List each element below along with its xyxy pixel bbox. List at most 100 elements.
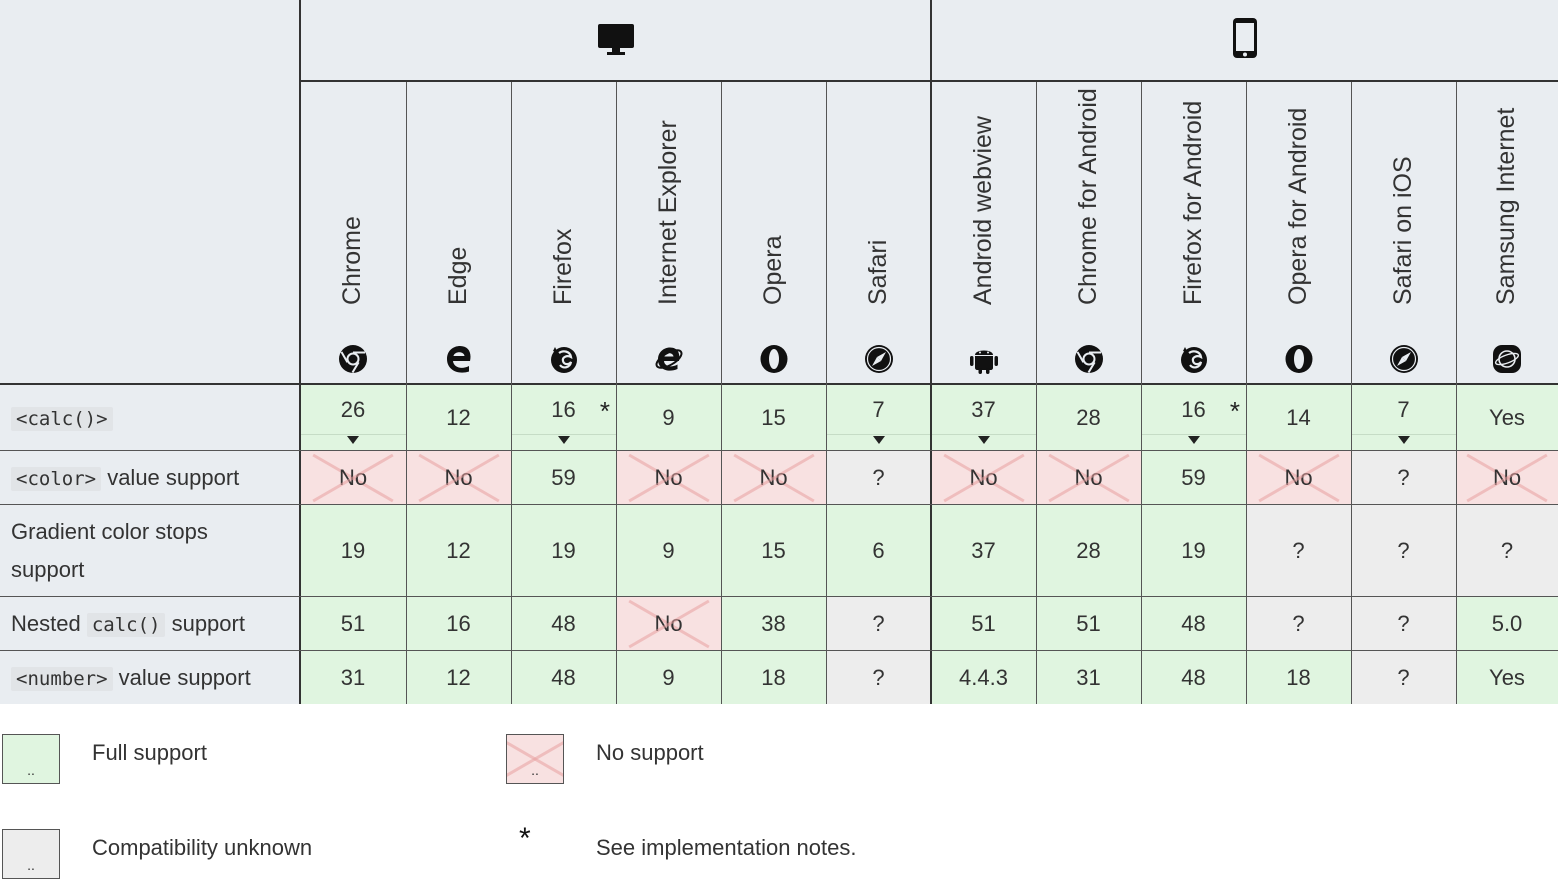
browser-header-android-webview: Android webview bbox=[931, 82, 1036, 384]
feature-label-cell: Gradient color stops support bbox=[0, 505, 300, 597]
legend-full-dots: .. bbox=[27, 762, 35, 778]
feature-label: Gradient color stops support bbox=[11, 513, 271, 589]
safari-icon bbox=[1389, 345, 1418, 373]
column-divider bbox=[1036, 82, 1037, 704]
row-divider bbox=[0, 450, 1558, 451]
support-cell: 14 bbox=[1246, 384, 1351, 451]
support-cell: 16 bbox=[406, 597, 511, 651]
browser-name: Safari on iOS bbox=[1388, 156, 1417, 305]
browser-header-chrome: Chrome bbox=[300, 82, 406, 384]
code-token: <number> bbox=[11, 666, 113, 691]
support-value: 31 bbox=[340, 664, 366, 690]
browser-name: Android webview bbox=[968, 116, 997, 305]
support-cell: No bbox=[721, 451, 826, 505]
feature-label-cell: Nested calc() support bbox=[0, 597, 300, 651]
support-value: ? bbox=[1397, 611, 1410, 636]
support-value: 4.4.3 bbox=[959, 664, 1008, 690]
legend-star-symbol: * bbox=[519, 822, 531, 855]
support-cell: 18 bbox=[721, 651, 826, 704]
browser-name: Firefox bbox=[548, 228, 577, 305]
chrome-icon bbox=[339, 345, 367, 374]
feature-label-cell: <color> value support bbox=[0, 451, 300, 505]
support-value: ? bbox=[1500, 538, 1514, 563]
support-value: 19 bbox=[1181, 538, 1206, 563]
support-value: 9 bbox=[662, 404, 675, 430]
support-cell: 31 bbox=[1036, 651, 1141, 704]
legend-none-dots: .. bbox=[531, 762, 539, 778]
browser-header-edge: Edge bbox=[406, 82, 511, 384]
support-value: 48 bbox=[1181, 611, 1206, 636]
expand-divider bbox=[931, 434, 1036, 435]
support-cell[interactable]: 7 bbox=[826, 384, 931, 451]
support-value: 19 bbox=[551, 538, 576, 563]
support-cell: 12 bbox=[406, 384, 511, 451]
support-value: No bbox=[969, 465, 998, 490]
support-value: No bbox=[444, 465, 473, 490]
support-cell[interactable]: 37 bbox=[931, 384, 1036, 451]
platform-header-mobile bbox=[931, 0, 1558, 82]
platform-divider-line bbox=[300, 80, 1558, 82]
implementation-note-star: * bbox=[599, 396, 610, 426]
browser-header-samsung-internet: Samsung Internet bbox=[1456, 82, 1558, 384]
platform-column-border bbox=[930, 0, 932, 704]
support-cell[interactable]: 7 bbox=[1351, 384, 1456, 451]
label-text: value support bbox=[101, 465, 240, 490]
support-cell: 18 bbox=[1246, 651, 1351, 704]
support-value: 59 bbox=[1181, 465, 1206, 490]
support-cell: 31 bbox=[300, 651, 406, 704]
support-value: ? bbox=[872, 465, 885, 490]
support-cell: 15 bbox=[721, 505, 826, 597]
expand-chevron-icon[interactable] bbox=[872, 436, 885, 444]
support-value: ? bbox=[1397, 538, 1410, 563]
support-value: 48 bbox=[551, 611, 576, 636]
support-cell: 4.4.3 bbox=[931, 651, 1036, 704]
support-value: 16 bbox=[551, 397, 576, 422]
expand-chevron-icon[interactable] bbox=[557, 436, 570, 444]
label-column-border bbox=[299, 0, 301, 704]
support-value: ? bbox=[1397, 465, 1410, 490]
support-cell: ? bbox=[826, 451, 931, 505]
support-value: No bbox=[654, 465, 683, 490]
column-divider bbox=[1246, 82, 1247, 704]
support-value: 51 bbox=[1076, 611, 1101, 636]
opera-icon bbox=[1285, 345, 1312, 373]
support-value: 37 bbox=[971, 397, 996, 422]
support-value: ? bbox=[1397, 664, 1410, 690]
browser-name: Safari bbox=[863, 239, 892, 305]
support-value: 19 bbox=[340, 538, 366, 563]
support-cell: 37 bbox=[931, 505, 1036, 597]
feature-label-cell: <calc()> bbox=[0, 384, 300, 451]
support-cell: No bbox=[1036, 451, 1141, 505]
feature-label: <number> value support bbox=[11, 659, 251, 698]
expand-chevron-icon[interactable] bbox=[347, 436, 359, 444]
column-divider bbox=[616, 82, 617, 704]
expand-chevron-icon[interactable] bbox=[1187, 436, 1200, 444]
browser-name: Edge bbox=[443, 246, 472, 305]
support-value: 16 bbox=[446, 611, 471, 636]
support-value: ? bbox=[1292, 611, 1305, 636]
column-divider bbox=[1351, 82, 1352, 704]
support-value: 51 bbox=[340, 611, 366, 636]
support-cell: ? bbox=[1351, 651, 1456, 704]
legend-unknown-swatch: .. bbox=[2, 829, 60, 879]
support-value: No bbox=[1284, 465, 1313, 490]
support-value: 37 bbox=[971, 538, 996, 563]
support-cell: ? bbox=[1456, 505, 1558, 597]
support-value: 48 bbox=[1181, 664, 1206, 690]
support-value: No bbox=[759, 465, 788, 490]
support-cell: No bbox=[1456, 451, 1558, 505]
support-cell: No bbox=[406, 451, 511, 505]
browser-name: Firefox for Android bbox=[1178, 100, 1207, 305]
support-cell: 19 bbox=[511, 505, 616, 597]
support-cell[interactable]: 26 bbox=[300, 384, 406, 451]
expand-divider bbox=[1141, 434, 1246, 435]
legend-none-swatch: .. bbox=[506, 734, 564, 784]
support-value: 9 bbox=[662, 538, 675, 563]
support-cell[interactable]: 16 * bbox=[1141, 384, 1246, 451]
support-cell: 48 bbox=[1141, 597, 1246, 651]
expand-chevron-icon[interactable] bbox=[1397, 436, 1410, 444]
support-cell[interactable]: 16 * bbox=[511, 384, 616, 451]
expand-chevron-icon[interactable] bbox=[977, 436, 990, 444]
opera-icon bbox=[760, 345, 787, 373]
support-cell: ? bbox=[1246, 505, 1351, 597]
